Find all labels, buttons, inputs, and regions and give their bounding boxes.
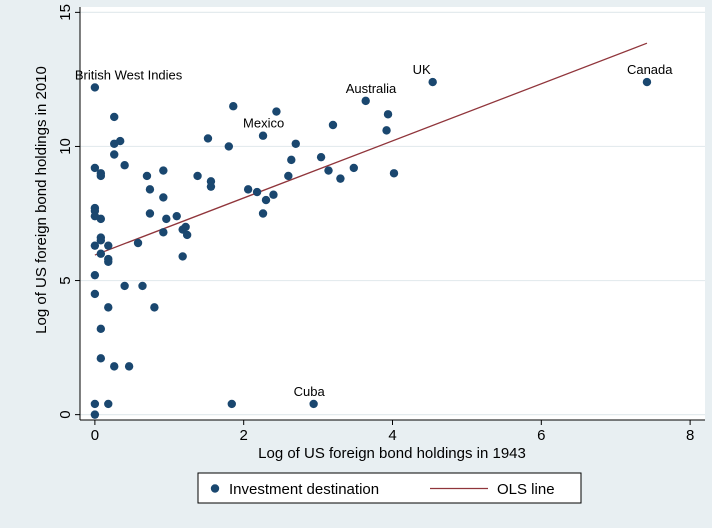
data-point-32 — [138, 281, 147, 291]
data-point-1 — [90, 163, 100, 173]
data-point-14 — [96, 214, 106, 224]
x-tick-label-6: 6 — [537, 427, 545, 444]
data-point-69 — [361, 96, 370, 106]
data-point-37 — [159, 166, 168, 175]
data-points — [90, 77, 652, 419]
data-point-22 — [104, 399, 113, 409]
legend-entry-ols-line: OLS line — [497, 481, 555, 498]
data-point-62 — [291, 139, 300, 148]
data-point-58 — [269, 190, 278, 199]
annotation-label-3: UK — [413, 62, 431, 77]
data-point-70 — [382, 126, 391, 135]
data-point-35 — [145, 209, 155, 218]
data-point-36 — [150, 303, 159, 312]
annotation-label-2: Australia — [346, 81, 397, 96]
data-point-74 — [642, 77, 652, 87]
data-point-55 — [258, 131, 268, 140]
data-point-33 — [142, 171, 152, 181]
data-point-34 — [145, 185, 155, 194]
data-point-38 — [159, 193, 168, 202]
x-tick-label-4: 4 — [388, 427, 396, 444]
data-point-44 — [181, 222, 190, 232]
data-point-27 — [115, 136, 125, 146]
data-point-60 — [284, 171, 293, 181]
data-point-11 — [96, 171, 106, 181]
x-tick-label-0: 0 — [91, 427, 99, 444]
data-point-39 — [159, 228, 168, 237]
data-point-45 — [182, 230, 192, 240]
annotation-label-4: Canada — [627, 62, 673, 77]
x-axis-label: Log of US foreign bond holdings in 1943 — [258, 445, 526, 462]
annotation-label-0: British West Indies — [75, 67, 183, 82]
data-point-65 — [324, 166, 333, 175]
data-point-56 — [258, 209, 268, 218]
legend: Investment destination OLS line — [197, 472, 582, 504]
data-point-57 — [261, 195, 271, 205]
grid-lines — [80, 11, 705, 416]
data-point-0 — [90, 83, 100, 92]
legend-marker-icon — [210, 484, 220, 493]
annotation-label-1: Mexico — [243, 116, 284, 131]
data-point-50 — [224, 142, 234, 151]
data-point-46 — [193, 171, 202, 181]
data-point-63 — [309, 399, 318, 409]
data-point-43 — [178, 252, 187, 261]
data-point-49 — [206, 182, 216, 191]
legend-box — [197, 472, 582, 504]
data-point-23 — [110, 112, 119, 122]
data-point-15 — [96, 249, 106, 258]
data-point-17 — [96, 354, 106, 363]
annotation-label-5: Cuba — [294, 384, 326, 399]
x-tick-label-2: 2 — [240, 427, 248, 444]
y-tick-label-10: 10 — [57, 138, 74, 155]
data-point-52 — [229, 102, 238, 111]
y-tick-label-0: 0 — [57, 410, 74, 418]
data-point-59 — [272, 107, 281, 116]
data-point-29 — [120, 281, 129, 291]
annotations: British West Indies Mexico Australia UK Cana… — [75, 62, 673, 399]
data-point-66 — [328, 120, 338, 130]
data-point-7 — [90, 289, 100, 299]
data-point-73 — [428, 77, 437, 87]
y-axis-label: Log of US foreign bond holdings in 2010 — [33, 66, 50, 334]
data-point-64 — [316, 152, 326, 162]
data-point-6 — [90, 270, 100, 280]
data-point-67 — [336, 174, 345, 183]
data-point-26 — [110, 362, 119, 371]
data-point-5 — [90, 241, 100, 250]
ols-line — [94, 42, 648, 256]
data-point-30 — [124, 362, 134, 371]
axes: 0 2 4 6 8 0 5 10 15 — [57, 4, 705, 444]
data-point-8 — [90, 399, 100, 409]
data-point-61 — [287, 155, 296, 165]
data-point-16 — [96, 324, 106, 334]
x-tick-label-8: 8 — [686, 427, 694, 444]
legend-entry-investment-destination: Investment destination — [229, 481, 379, 498]
data-point-47 — [203, 134, 213, 143]
data-point-9 — [90, 410, 100, 419]
data-point-71 — [383, 110, 393, 119]
data-point-68 — [349, 163, 359, 173]
data-point-21 — [104, 303, 113, 312]
y-tick-label-5: 5 — [57, 276, 74, 284]
data-point-72 — [389, 169, 399, 178]
data-point-41 — [172, 211, 181, 221]
data-point-31 — [133, 238, 143, 248]
data-point-18 — [104, 241, 113, 250]
ols-line-group — [94, 42, 648, 256]
data-point-40 — [162, 214, 171, 224]
data-point-51 — [227, 399, 236, 409]
y-tick-label-15: 15 — [57, 4, 74, 21]
plot-area — [80, 7, 705, 420]
data-point-13 — [96, 236, 106, 245]
data-point-20 — [104, 257, 113, 266]
data-point-53 — [243, 185, 253, 194]
data-point-28 — [120, 161, 129, 170]
data-point-25 — [110, 150, 119, 159]
data-point-54 — [252, 187, 262, 197]
